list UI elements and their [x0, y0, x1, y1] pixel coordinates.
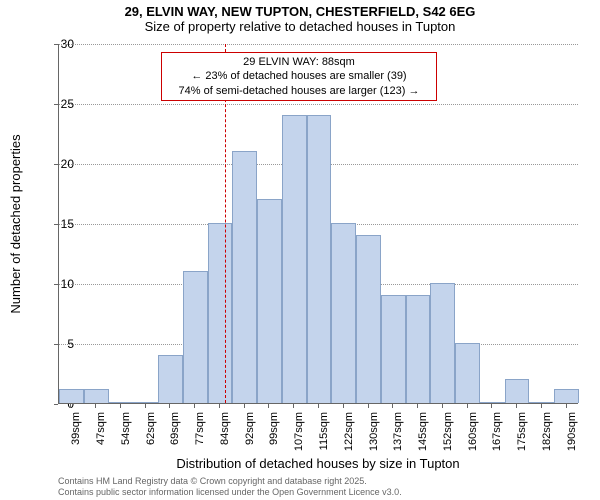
x-tick-mark: [516, 404, 517, 408]
histogram-bar: [356, 235, 381, 403]
x-tick-mark: [169, 404, 170, 408]
x-tick-label: 54sqm: [120, 412, 132, 452]
x-tick-mark: [95, 404, 96, 408]
histogram-bar: [406, 295, 431, 403]
x-tick-label: 77sqm: [194, 412, 206, 452]
x-tick-label: 84sqm: [219, 412, 231, 452]
attribution: Contains HM Land Registry data © Crown c…: [58, 476, 402, 498]
histogram-bar: [554, 389, 579, 403]
x-tick-mark: [566, 404, 567, 408]
x-tick-label: 115sqm: [318, 412, 330, 452]
chart-title-desc: Size of property relative to detached ho…: [0, 19, 600, 34]
x-tick-label: 167sqm: [491, 412, 503, 452]
y-axis-label: Number of detached properties: [8, 134, 23, 313]
y-tick-mark: [54, 404, 58, 405]
x-tick-label: 107sqm: [293, 412, 305, 452]
histogram-bar: [109, 402, 134, 403]
x-tick-mark: [194, 404, 195, 408]
histogram-bar: [505, 379, 530, 403]
x-tick-mark: [145, 404, 146, 408]
x-tick-mark: [541, 404, 542, 408]
x-tick-label: 152sqm: [442, 412, 454, 452]
attribution-line1: Contains HM Land Registry data © Crown c…: [58, 476, 402, 487]
x-tick-label: 130sqm: [368, 412, 380, 452]
x-tick-mark: [268, 404, 269, 408]
histogram-bar: [232, 151, 257, 403]
x-tick-label: 62sqm: [145, 412, 157, 452]
annotation-line3: 74% of semi-detached houses are larger (…: [168, 84, 430, 98]
histogram-bar: [208, 223, 233, 403]
histogram-bar: [529, 402, 554, 403]
histogram-bar: [183, 271, 208, 403]
x-tick-label: 145sqm: [417, 412, 429, 452]
histogram-bar: [59, 389, 84, 403]
histogram-bar: [133, 402, 158, 403]
histogram-bar: [282, 115, 307, 403]
x-tick-mark: [442, 404, 443, 408]
property-size-histogram: 29, ELVIN WAY, NEW TUPTON, CHESTERFIELD,…: [0, 0, 600, 500]
x-tick-mark: [293, 404, 294, 408]
x-tick-label: 137sqm: [392, 412, 404, 452]
histogram-bar: [381, 295, 406, 403]
x-tick-mark: [368, 404, 369, 408]
x-tick-label: 160sqm: [467, 412, 479, 452]
x-tick-label: 190sqm: [566, 412, 578, 452]
attribution-line2: Contains public sector information licen…: [58, 487, 402, 498]
x-tick-mark: [244, 404, 245, 408]
histogram-bar: [480, 402, 505, 403]
x-tick-label: 47sqm: [95, 412, 107, 452]
x-tick-label: 175sqm: [516, 412, 528, 452]
x-tick-label: 122sqm: [343, 412, 355, 452]
histogram-bar: [307, 115, 332, 403]
histogram-bar: [257, 199, 282, 403]
x-tick-label: 39sqm: [70, 412, 82, 452]
x-tick-mark: [219, 404, 220, 408]
x-tick-label: 92sqm: [244, 412, 256, 452]
histogram-bar: [430, 283, 455, 403]
annotation-line1: 29 ELVIN WAY: 88sqm: [168, 55, 430, 69]
x-tick-label: 99sqm: [268, 412, 280, 452]
x-tick-mark: [392, 404, 393, 408]
x-tick-mark: [491, 404, 492, 408]
histogram-bar: [455, 343, 480, 403]
x-tick-mark: [318, 404, 319, 408]
plot-area: 29 ELVIN WAY: 88sqm ← 23% of detached ho…: [58, 44, 578, 404]
grid-line: [59, 104, 578, 105]
x-tick-label: 182sqm: [541, 412, 553, 452]
histogram-bar: [331, 223, 356, 403]
annotation-line2: ← 23% of detached houses are smaller (39…: [168, 69, 430, 83]
x-tick-mark: [120, 404, 121, 408]
x-tick-label: 69sqm: [169, 412, 181, 452]
x-tick-mark: [70, 404, 71, 408]
grid-line: [59, 44, 578, 45]
chart-titles: 29, ELVIN WAY, NEW TUPTON, CHESTERFIELD,…: [0, 4, 600, 34]
x-tick-mark: [467, 404, 468, 408]
histogram-bar: [158, 355, 183, 403]
x-tick-mark: [417, 404, 418, 408]
x-axis-label: Distribution of detached houses by size …: [58, 456, 578, 471]
chart-title-address: 29, ELVIN WAY, NEW TUPTON, CHESTERFIELD,…: [0, 4, 600, 19]
x-tick-mark: [343, 404, 344, 408]
histogram-bar: [84, 389, 109, 403]
annotation-box: 29 ELVIN WAY: 88sqm ← 23% of detached ho…: [161, 52, 437, 101]
